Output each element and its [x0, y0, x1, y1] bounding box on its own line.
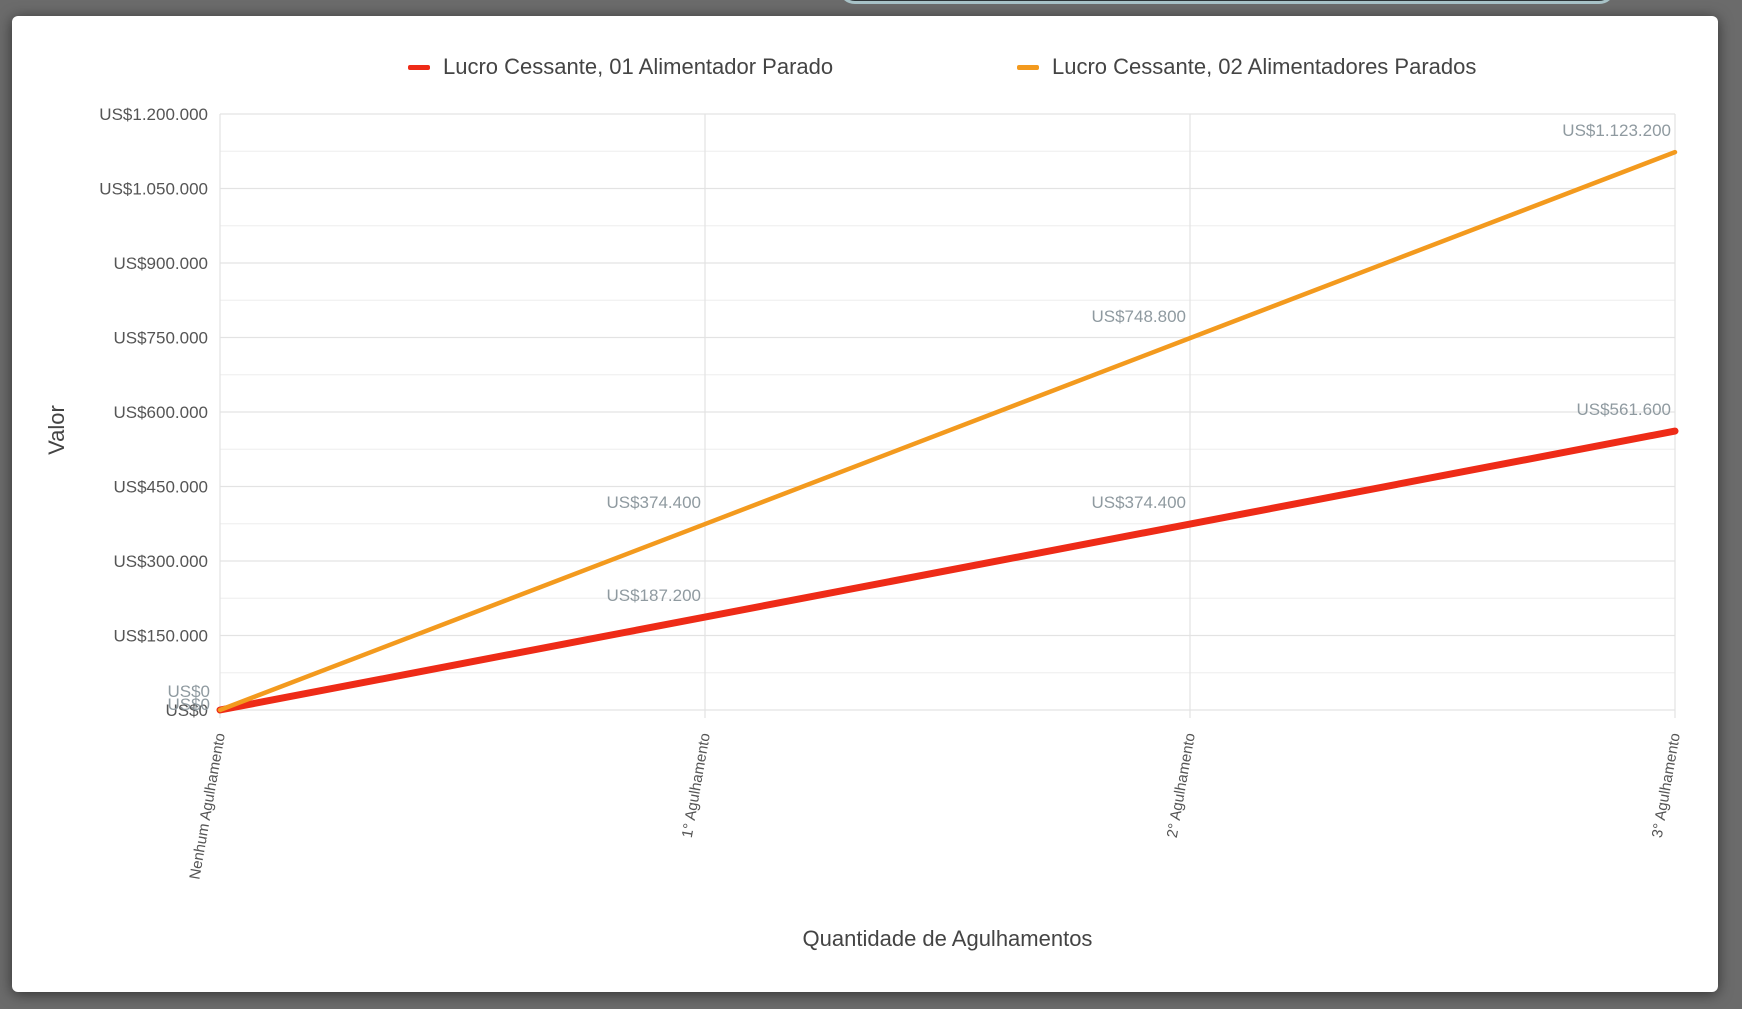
y-tick-label: US$900.000: [113, 254, 208, 273]
x-tick-label: 1° Agulhamento: [679, 732, 714, 839]
grid: [219, 113, 1676, 718]
x-tick-label: 2° Agulhamento: [1164, 732, 1199, 839]
x-tick-label: 3° Agulhamento: [1649, 732, 1684, 839]
data-label: US$374.400: [1091, 493, 1186, 512]
data-label: US$187.200: [606, 586, 701, 605]
top-bar-pill: [838, 0, 1616, 4]
data-label: US$0: [167, 682, 210, 701]
series-lines: [216, 149, 1679, 714]
y-tick-label: US$1.050.000: [99, 180, 208, 199]
y-tick-label: US$0: [165, 701, 208, 720]
x-tick-label: Nenhum Agulhamento: [186, 732, 229, 881]
x-axis-title: Quantidade de Agulhamentos: [803, 926, 1093, 951]
y-tick-label: US$300.000: [113, 552, 208, 571]
y-tick-label: US$150.000: [113, 627, 208, 646]
data-labels: US$0 US$187.200 US$374.400 US$561.600 US$0 US…: [167, 121, 1671, 714]
legend-label: Lucro Cessante, 02 Alimentadores Parados: [1052, 54, 1476, 79]
legend-swatch: [1017, 65, 1039, 70]
data-label: US$561.600: [1576, 400, 1671, 419]
legend[interactable]: Lucro Cessante, 01 Alimentador Parado Luc…: [408, 54, 1476, 79]
chart-card: US$0 US$150.000 US$300.000 US$450.000 US$600…: [12, 16, 1718, 992]
y-tick-label: US$750.000: [113, 329, 208, 348]
data-label: US$0: [167, 695, 210, 714]
legend-swatch: [408, 65, 430, 70]
legend-label: Lucro Cessante, 01 Alimentador Parado: [443, 54, 833, 79]
data-label: US$748.800: [1091, 307, 1186, 326]
x-axis-ticks: Nenhum Agulhamento 1° Agulhamento 2° Agulh…: [186, 732, 1684, 881]
line-chart: US$0 US$150.000 US$300.000 US$450.000 US$600…: [44, 54, 1684, 951]
series-line-2: [217, 149, 1678, 713]
y-tick-label: US$450.000: [113, 478, 208, 497]
data-label: US$1.123.200: [1562, 121, 1671, 140]
legend-item-1[interactable]: Lucro Cessante, 01 Alimentador Parado: [408, 54, 833, 79]
y-axis-ticks: US$0 US$150.000 US$300.000 US$450.000 US$600…: [99, 105, 208, 720]
y-tick-label: US$600.000: [113, 403, 208, 422]
y-axis-title: Valor: [44, 405, 69, 455]
series-line-1: [216, 427, 1679, 714]
legend-item-2[interactable]: Lucro Cessante, 02 Alimentadores Parados: [1017, 54, 1476, 79]
y-tick-label: US$1.200.000: [99, 105, 208, 124]
data-label: US$374.400: [606, 493, 701, 512]
